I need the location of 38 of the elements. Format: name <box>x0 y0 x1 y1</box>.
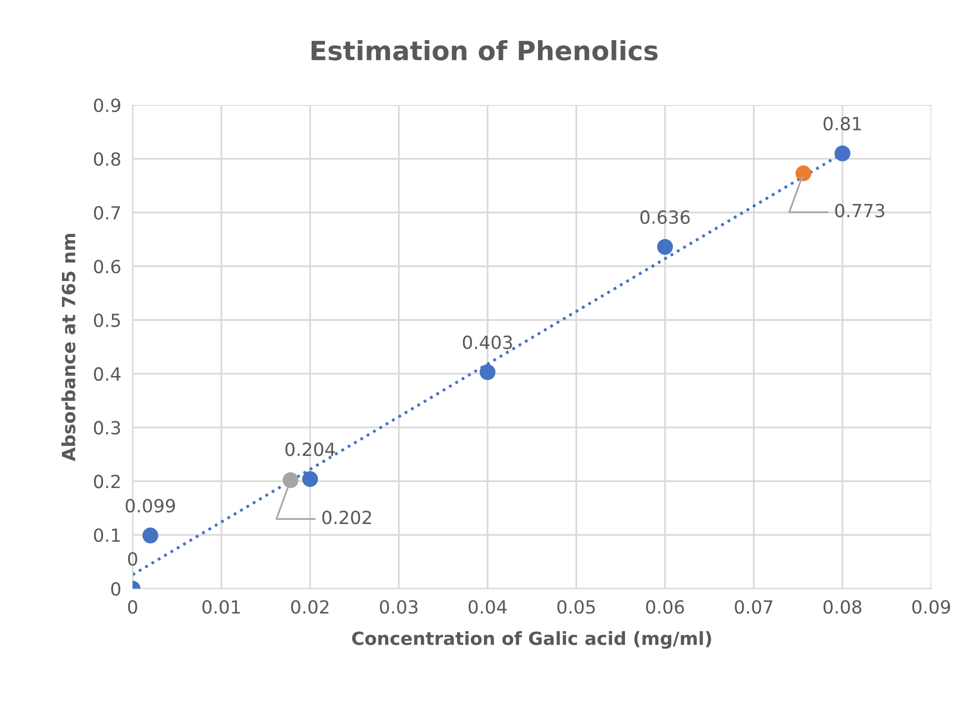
point <box>796 165 812 182</box>
x-tick-label: 0 <box>128 600 138 614</box>
y-tick-label: 0.6 <box>94 260 120 274</box>
x-tick-label: 0.05 <box>557 600 595 614</box>
point <box>657 238 673 255</box>
point <box>282 472 298 488</box>
point <box>480 364 496 380</box>
data-label: 0.81 <box>824 116 861 130</box>
y-tick-label: 0.4 <box>94 367 120 381</box>
y-tick-label: 0.8 <box>94 152 120 166</box>
y-tick-label: 0.9 <box>94 98 120 112</box>
data-label: 0.099 <box>126 498 175 513</box>
y-tick-label: 0 <box>111 582 120 596</box>
x-tick-label: 0.04 <box>468 600 507 614</box>
point <box>302 471 318 487</box>
x-tick-label: 0.06 <box>646 600 684 614</box>
data-label: 0.773 <box>835 204 884 218</box>
y-tick-label: 0.3 <box>94 420 120 435</box>
y-tick-label: 0.2 <box>94 474 120 488</box>
y-tick-label: 0.7 <box>94 206 120 220</box>
y-tick-label: 0.1 <box>94 528 120 542</box>
data-label: 0.636 <box>640 210 690 224</box>
x-tick-label: 0.07 <box>734 600 772 614</box>
y-tick-label: 0.5 <box>94 313 120 328</box>
y-axis-title: Absorbance at 765 nm <box>61 234 76 462</box>
x-tick-label: 0.02 <box>291 600 328 614</box>
data-label: 0.403 <box>462 336 512 350</box>
x-axis-title: Concentration of Galic acid (mg/ml) <box>352 631 712 649</box>
x-tick-label: 0.09 <box>912 600 950 614</box>
x-tick-label: 0.01 <box>202 600 240 614</box>
data-label: 0.202 <box>322 510 371 524</box>
data-label: 0.204 <box>285 442 335 456</box>
chart-title: Estimation of Phenolics <box>312 40 658 61</box>
point <box>834 145 850 162</box>
x-tick-label: 0.03 <box>380 600 418 614</box>
x-tick-label: 0.08 <box>824 600 862 614</box>
data-label: 0 <box>128 552 138 566</box>
point <box>142 528 158 544</box>
